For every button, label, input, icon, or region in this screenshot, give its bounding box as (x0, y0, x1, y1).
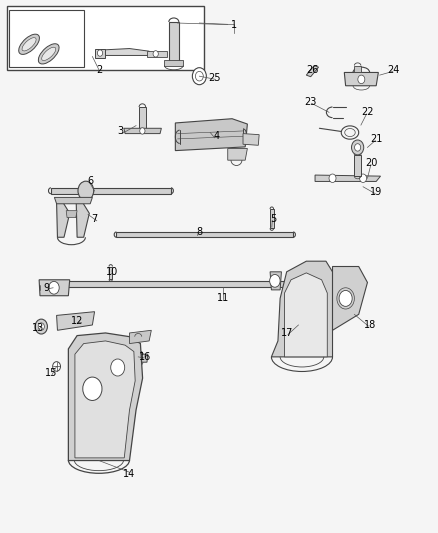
Text: 22: 22 (361, 107, 374, 117)
Circle shape (83, 377, 102, 400)
Circle shape (78, 181, 94, 200)
Polygon shape (147, 51, 166, 56)
Text: 21: 21 (370, 134, 382, 144)
Text: 1: 1 (231, 20, 237, 30)
Ellipse shape (22, 38, 36, 51)
Circle shape (140, 128, 145, 134)
Polygon shape (57, 203, 70, 237)
Text: 24: 24 (388, 65, 400, 75)
Text: 14: 14 (124, 469, 136, 479)
Text: 26: 26 (307, 65, 319, 75)
Circle shape (352, 140, 364, 155)
Text: 9: 9 (43, 283, 49, 293)
Polygon shape (228, 149, 247, 160)
Polygon shape (109, 266, 113, 279)
Text: 7: 7 (92, 214, 98, 224)
Polygon shape (139, 107, 146, 130)
Polygon shape (124, 128, 161, 134)
Circle shape (355, 144, 360, 151)
Text: 19: 19 (370, 187, 382, 197)
Polygon shape (68, 281, 319, 287)
Circle shape (53, 362, 60, 371)
Circle shape (339, 290, 352, 306)
Text: 8: 8 (196, 227, 202, 237)
Ellipse shape (19, 34, 39, 54)
Text: 4: 4 (214, 131, 220, 141)
Polygon shape (68, 333, 143, 461)
Circle shape (153, 51, 158, 57)
Polygon shape (54, 197, 92, 204)
Polygon shape (243, 134, 259, 146)
Circle shape (111, 359, 125, 376)
Text: 2: 2 (96, 65, 102, 75)
Circle shape (360, 174, 367, 182)
Text: 15: 15 (45, 368, 57, 378)
Text: 16: 16 (139, 352, 151, 362)
Polygon shape (164, 60, 183, 66)
Circle shape (358, 75, 365, 84)
Circle shape (270, 274, 280, 287)
Text: 17: 17 (280, 328, 293, 338)
Polygon shape (95, 49, 106, 58)
Circle shape (97, 50, 102, 56)
Polygon shape (99, 49, 149, 55)
Polygon shape (175, 119, 247, 151)
Text: 25: 25 (208, 73, 221, 83)
Polygon shape (272, 261, 332, 357)
Text: 18: 18 (364, 320, 376, 330)
Text: 12: 12 (71, 316, 83, 326)
Text: 23: 23 (304, 96, 317, 107)
Polygon shape (117, 232, 293, 237)
Polygon shape (66, 211, 77, 217)
Ellipse shape (42, 47, 56, 61)
Text: 20: 20 (366, 158, 378, 168)
Circle shape (35, 319, 47, 334)
Polygon shape (76, 203, 89, 237)
Circle shape (49, 281, 59, 294)
Polygon shape (51, 188, 171, 193)
Text: 5: 5 (270, 214, 277, 224)
Circle shape (192, 68, 206, 85)
Polygon shape (344, 72, 378, 86)
Polygon shape (129, 354, 148, 362)
Text: 6: 6 (87, 176, 93, 187)
Text: 13: 13 (32, 322, 44, 333)
Text: 3: 3 (118, 126, 124, 136)
FancyBboxPatch shape (10, 10, 84, 67)
Polygon shape (306, 66, 318, 77)
Polygon shape (354, 66, 361, 72)
Text: 10: 10 (106, 267, 118, 277)
Polygon shape (354, 155, 361, 176)
Circle shape (329, 174, 336, 182)
Polygon shape (270, 272, 282, 290)
Circle shape (38, 323, 44, 330)
Circle shape (195, 71, 203, 81)
Polygon shape (57, 312, 95, 330)
Polygon shape (285, 273, 327, 357)
Polygon shape (130, 330, 151, 344)
Polygon shape (75, 341, 135, 458)
Polygon shape (169, 22, 179, 61)
Polygon shape (315, 175, 381, 181)
Polygon shape (39, 280, 70, 296)
Polygon shape (270, 209, 274, 228)
Ellipse shape (39, 44, 59, 64)
Polygon shape (332, 266, 367, 330)
FancyBboxPatch shape (7, 6, 204, 70)
Text: 11: 11 (217, 293, 230, 303)
